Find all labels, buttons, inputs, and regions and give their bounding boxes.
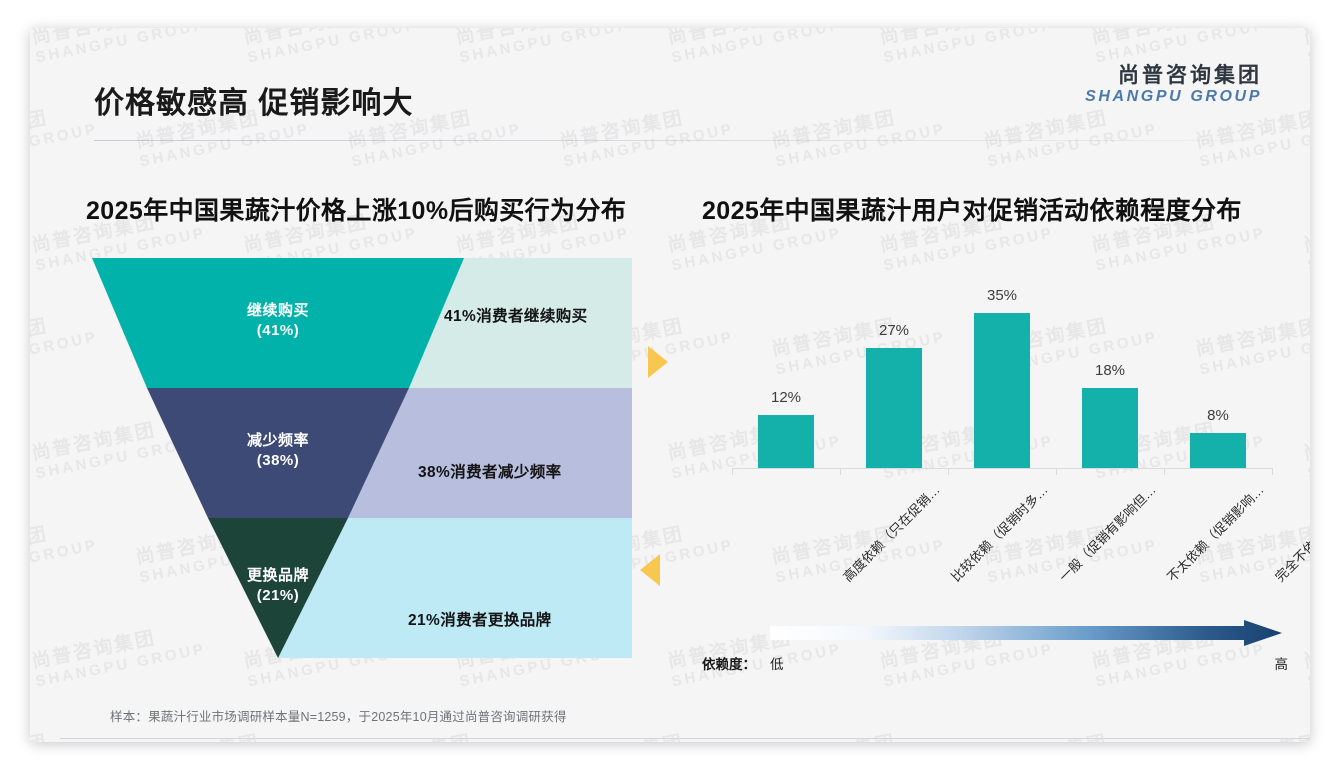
funnel-stage-percent: (21%): [256, 587, 300, 605]
brand-name-cn: 尚普咨询集团: [1118, 64, 1262, 87]
brand-name-en: SHANGPU GROUP: [1085, 87, 1262, 105]
funnel-stage-name: 继续购买: [246, 302, 309, 319]
bar-value-label: 35%: [986, 287, 1018, 304]
legend-low-label: 低: [770, 657, 784, 672]
slide-header: 价格敏感高 促销影响大 尚普咨询集团 SHANGPU GROUP: [30, 28, 1310, 140]
funnel-segment: [92, 258, 464, 388]
bar: [1082, 388, 1138, 468]
x-axis-tick: [1164, 468, 1165, 475]
legend-high-label: 高: [1274, 657, 1289, 672]
x-axis-tick: [1272, 468, 1273, 475]
footer-divider: [60, 738, 1310, 739]
funnel-stage-name: 更换品牌: [246, 567, 309, 584]
x-axis-tick: [948, 468, 949, 475]
page-title: 价格敏感高 促销影响大: [94, 87, 414, 120]
funnel-band: [409, 258, 632, 388]
funnel-segment-label: 减少频率 (38%): [188, 431, 368, 472]
funnel-stage-name: 减少频率: [246, 432, 309, 449]
x-axis-line: [732, 468, 1272, 469]
bar: [866, 348, 922, 468]
dependency-gradient-legend: 依赖度： 低 高: [702, 620, 1302, 680]
title-divider: [94, 140, 1252, 141]
bar-value-label: 18%: [1094, 362, 1126, 380]
x-axis-tick: [732, 468, 733, 475]
funnel-segment-label: 更换品牌 (21%): [188, 566, 368, 607]
right-panel-title: 2025年中国果蔬汁用户对促销活动依赖程度分布: [702, 197, 1242, 225]
brand-logo: 尚普咨询集团 SHANGPU GROUP: [1085, 64, 1262, 105]
funnel-segment: [147, 388, 409, 518]
x-axis-tick: [840, 468, 841, 475]
bar: [974, 313, 1030, 468]
marker-triangle-right-icon: [648, 346, 668, 378]
marker-triangle-left-icon: [640, 554, 660, 586]
x-axis-category-label: 不太依赖（促销影响…: [1164, 482, 1267, 585]
bar-value-label: 8%: [1207, 406, 1229, 424]
funnel-band: [278, 518, 632, 658]
funnel-stage-percent: (38%): [256, 452, 300, 470]
sample-note: 样本：果蔬汁行业市场调研样本量N=1259，于2025年10月通过尚普咨询调研获…: [110, 710, 567, 724]
funnel-band: [348, 388, 632, 518]
funnel-segment-label: 继续购买 (41%): [188, 301, 368, 342]
bar: [1190, 432, 1246, 468]
x-axis-category-label: 完全不依赖（按需购…: [1272, 482, 1310, 585]
legend-caption: 依赖度：: [702, 657, 756, 672]
dependency-bar-chart: 12% 高度依赖（只在促销… 27% 比较依赖（促销时多… 35% 一般（促销有影响但… 1…: [702, 268, 1310, 618]
bar-value-label: 12%: [770, 388, 802, 406]
x-axis-category-label: 一般（促销有影响但…: [1056, 482, 1159, 585]
funnel-side-label: 21%消费者更换品牌: [408, 612, 552, 629]
left-panel-title: 2025年中国果蔬汁价格上涨10%后购买行为分布: [86, 197, 627, 225]
bar-value-label: 27%: [878, 322, 910, 340]
funnel-chart: 继续购买 (41%) 41%消费者继续购买减少频率 (38%) 38%消费者减少频率更换…: [92, 258, 692, 668]
funnel-side-label: 38%消费者减少频率: [418, 464, 562, 481]
funnel-shape: [92, 258, 632, 658]
x-axis-category-label: 高度依赖（只在促销…: [840, 482, 943, 585]
funnel-side-label: 41%消费者继续购买: [444, 308, 588, 325]
bar: [758, 414, 814, 468]
x-axis-category-label: 比较依赖（促销时多…: [948, 482, 1051, 585]
gradient-arrow-icon: [770, 620, 1282, 646]
funnel-segment: [208, 518, 348, 658]
funnel-stage-percent: (41%): [256, 322, 300, 340]
x-axis-tick: [1056, 468, 1057, 475]
